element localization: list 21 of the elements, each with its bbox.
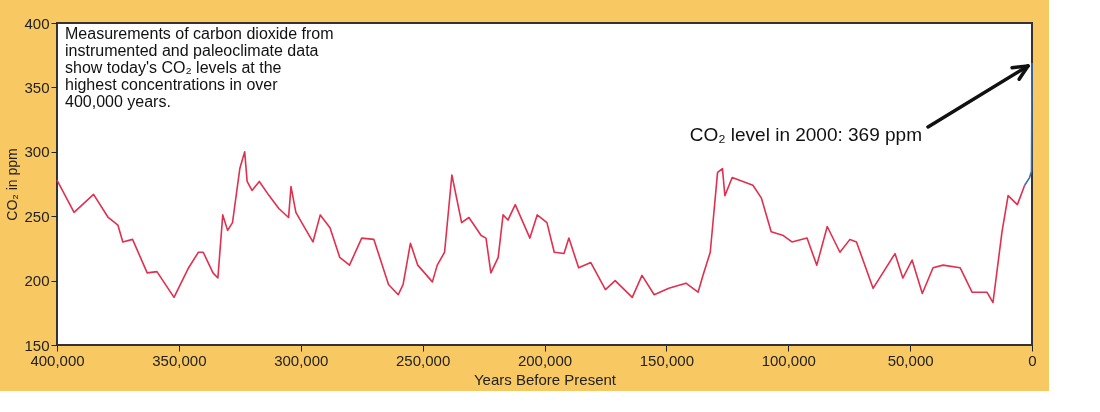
annotation: CO₂ level in 2000: 369 ppm xyxy=(689,123,922,145)
x-axis-title: Years Before Present xyxy=(473,370,617,388)
x-tick-label: 400,000 xyxy=(30,351,85,369)
y-tick-label: 150 xyxy=(24,336,50,354)
x-tick-label: 0 xyxy=(1028,351,1037,369)
y-tick-label: 250 xyxy=(24,207,50,225)
x-tick-label: 300,000 xyxy=(274,351,329,369)
y-tick-label: 300 xyxy=(24,143,50,161)
y-tick-label: 200 xyxy=(24,272,50,290)
y-tick-label: 350 xyxy=(24,78,50,96)
y-tick-label: 400 xyxy=(24,14,50,32)
x-tick-label: 100,000 xyxy=(761,351,816,369)
x-tick-label: 250,000 xyxy=(396,351,451,369)
x-tick-label: 350,000 xyxy=(152,351,207,369)
annotation: Measurements of carbon dioxide from instrumented and paleoclimate data show today's CO₂ levels at the highest concentrations in over 400,000 years. xyxy=(65,25,334,110)
x-tick-label: 200,000 xyxy=(517,351,573,369)
line-series xyxy=(1023,62,1033,187)
x-tick-label: 50,000 xyxy=(887,351,934,369)
y-axis-title: CO₂ in ppm xyxy=(4,148,21,221)
x-tick-label: 150,000 xyxy=(639,351,694,369)
line-series xyxy=(56,151,1026,304)
